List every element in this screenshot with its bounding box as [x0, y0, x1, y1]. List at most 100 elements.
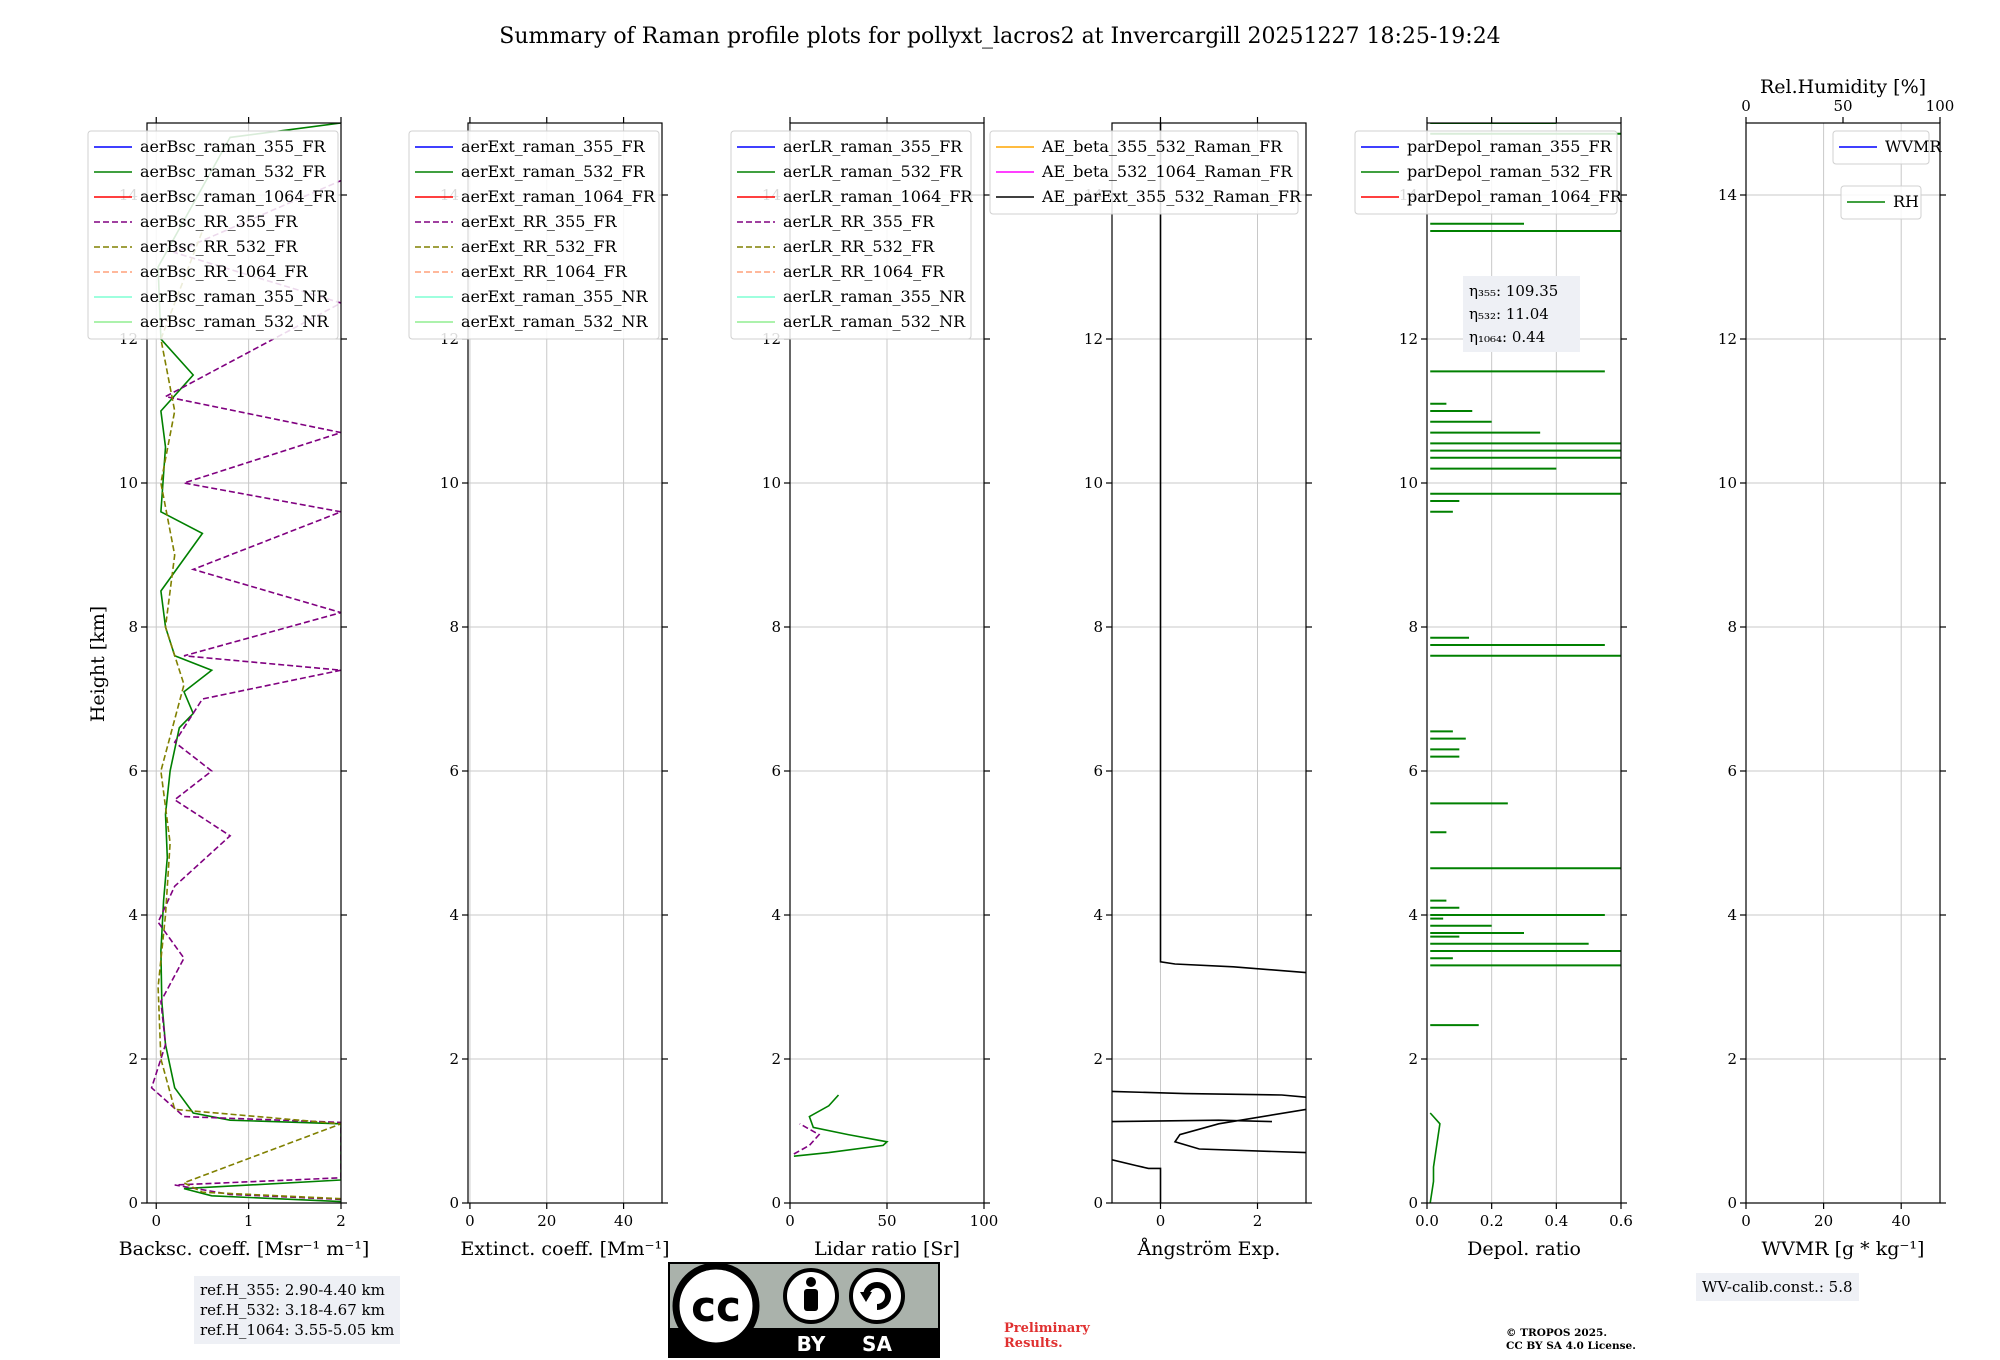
legend-box [408, 130, 660, 340]
y-tick-label: 4 [128, 906, 138, 924]
panel-ae: 0246810121402Ångström Exp.AE_beta_355_53… [989, 117, 1312, 1260]
reference-height-box: ref.H_355: 2.90-4.40 km ref.H_532: 3.18-… [194, 1276, 401, 1344]
annotation-line: η₅₃₂: 11.04 [1469, 305, 1549, 323]
y-tick-label: 8 [449, 618, 459, 636]
legend-entry: aerLR_RR_1064_FR [783, 262, 945, 281]
y-tick-label: 6 [1093, 762, 1103, 780]
wv-calibration-box: WV-calib.const.: 5.8 [1696, 1273, 1859, 1301]
y-tick-label: 8 [1727, 618, 1737, 636]
y-tick-label: 4 [1727, 906, 1737, 924]
y-tick-label: 0 [771, 1194, 781, 1212]
x-axis-label: Lidar ratio [Sr] [814, 1238, 960, 1260]
panel-ext: 0246810121402040Extinct. coeff. [Mm⁻¹]ae… [408, 117, 670, 1260]
y-tick-label: 12 [1084, 330, 1103, 348]
y-tick-label: 8 [1093, 618, 1103, 636]
x-tick-label: 0.2 [1480, 1212, 1504, 1230]
annotation-box [1463, 276, 1580, 352]
cc-sa-label: SA [862, 1332, 892, 1356]
y-tick-label: 0 [128, 1194, 138, 1212]
y-tick-label: 10 [119, 474, 138, 492]
legend-box [989, 130, 1299, 215]
axes-frame [1111, 122, 1307, 1204]
y-tick-label: 6 [1408, 762, 1418, 780]
legend-entry: aerBsc_raman_355_NR [140, 287, 329, 306]
legend-entry: aerExt_raman_532_NR [461, 312, 649, 331]
legend-box [87, 130, 339, 340]
legend-entry: parDepol_raman_355_FR [1407, 137, 1613, 156]
legend-entry: AE_beta_355_532_Raman_FR [1041, 137, 1283, 156]
y-tick-label: 6 [771, 762, 781, 780]
y-tick-label: 8 [771, 618, 781, 636]
legend-box [1354, 130, 1618, 215]
y-tick-label: 12 [1718, 330, 1737, 348]
x-tick-label: 50 [877, 1212, 896, 1230]
legend-entry: aerExt_raman_1064_FR [461, 187, 656, 206]
legend-entry: aerLR_raman_1064_FR [783, 187, 973, 206]
panel-lr: 02468101214050100Lidar ratio [Sr]aerLR_r… [730, 117, 999, 1260]
legend-entry: WVMR [1885, 137, 1942, 156]
x-tick-label: 100 [970, 1212, 999, 1230]
top-x-tick-label: 100 [1926, 97, 1955, 115]
y-tick-label: 14 [1718, 186, 1737, 204]
y-tick-label: 0 [1408, 1194, 1418, 1212]
series-line [1112, 1119, 1273, 1123]
y-tick-label: 8 [128, 618, 138, 636]
legend-entry: aerExt_RR_532_FR [461, 237, 618, 256]
series-line [1112, 1159, 1162, 1203]
ref-height-532: ref.H_532: 3.18-4.67 km [200, 1301, 385, 1319]
x-tick-label: 0.0 [1415, 1212, 1439, 1230]
y-tick-label: 0 [449, 1194, 459, 1212]
series-line [793, 1094, 889, 1157]
legend-entry: aerBsc_RR_1064_FR [140, 262, 309, 281]
y-tick-label: 4 [449, 906, 459, 924]
series-line [150, 179, 341, 1201]
legend-entry: aerExt_raman_532_FR [461, 162, 646, 181]
panel-bsc: 02468101214012Backsc. coeff. [Msr⁻¹ m⁻¹]… [87, 117, 370, 1260]
y-tick-label: 2 [128, 1050, 138, 1068]
figure-title: Summary of Raman profile plots for polly… [499, 24, 1500, 49]
y-tick-label: 10 [1399, 474, 1418, 492]
cc-by-label: BY [797, 1332, 826, 1356]
legend-entry: parDepol_raman_1064_FR [1407, 187, 1623, 206]
x-tick-label: 0 [151, 1212, 161, 1230]
x-axis-label: WVMR [g * kg⁻¹] [1762, 1238, 1925, 1260]
legend-entry: aerLR_raman_532_FR [783, 162, 963, 181]
series-line [1429, 1112, 1441, 1203]
y-axis-label: Height [km] [87, 606, 109, 722]
y-tick-label: 6 [449, 762, 459, 780]
x-tick-label: 0.4 [1544, 1212, 1568, 1230]
preliminary-line-1: Preliminary [1004, 1321, 1090, 1336]
cc-by-sa-logo: cc BY SA [668, 1262, 940, 1358]
x-tick-label: 0 [1741, 1212, 1751, 1230]
wv-calibration-constant: WV-calib.const.: 5.8 [1702, 1278, 1853, 1296]
y-tick-label: 0 [1727, 1194, 1737, 1212]
legend-entry: aerBsc_raman_355_FR [140, 137, 326, 156]
x-tick-label: 1 [244, 1212, 254, 1230]
copyright-line-2: CC BY SA 4.0 License. [1506, 1340, 1636, 1352]
legend-entry: aerExt_raman_355_FR [461, 137, 646, 156]
legend-entry: aerBsc_RR_355_FR [140, 212, 298, 231]
y-tick-label: 10 [1718, 474, 1737, 492]
legend-entry: aerLR_RR_532_FR [783, 237, 935, 256]
x-tick-label: 20 [537, 1212, 556, 1230]
y-tick-label: 6 [128, 762, 138, 780]
legend-entry: aerBsc_raman_532_FR [140, 162, 326, 181]
series-group [150, 123, 341, 1203]
axes-frame [146, 122, 342, 1204]
preliminary-line-2: Results. [1004, 1336, 1063, 1351]
x-axis-label: Backsc. coeff. [Msr⁻¹ m⁻¹] [119, 1238, 370, 1260]
cc-logo-text: cc [691, 1282, 741, 1331]
x-tick-label: 0 [465, 1212, 475, 1230]
legend-box [730, 130, 972, 340]
x-tick-label: 40 [1892, 1212, 1911, 1230]
series-line [1112, 1090, 1306, 1098]
series-line [1173, 1108, 1306, 1154]
series-line [1159, 123, 1306, 974]
x-tick-label: 0 [1156, 1212, 1166, 1230]
y-tick-label: 6 [1727, 762, 1737, 780]
ref-height-1064: ref.H_1064: 3.55-5.05 km [200, 1321, 395, 1339]
y-tick-label: 4 [1093, 906, 1103, 924]
legend-entry: aerLR_raman_355_NR [783, 287, 966, 306]
legend-entry: aerExt_RR_355_FR [461, 212, 618, 231]
